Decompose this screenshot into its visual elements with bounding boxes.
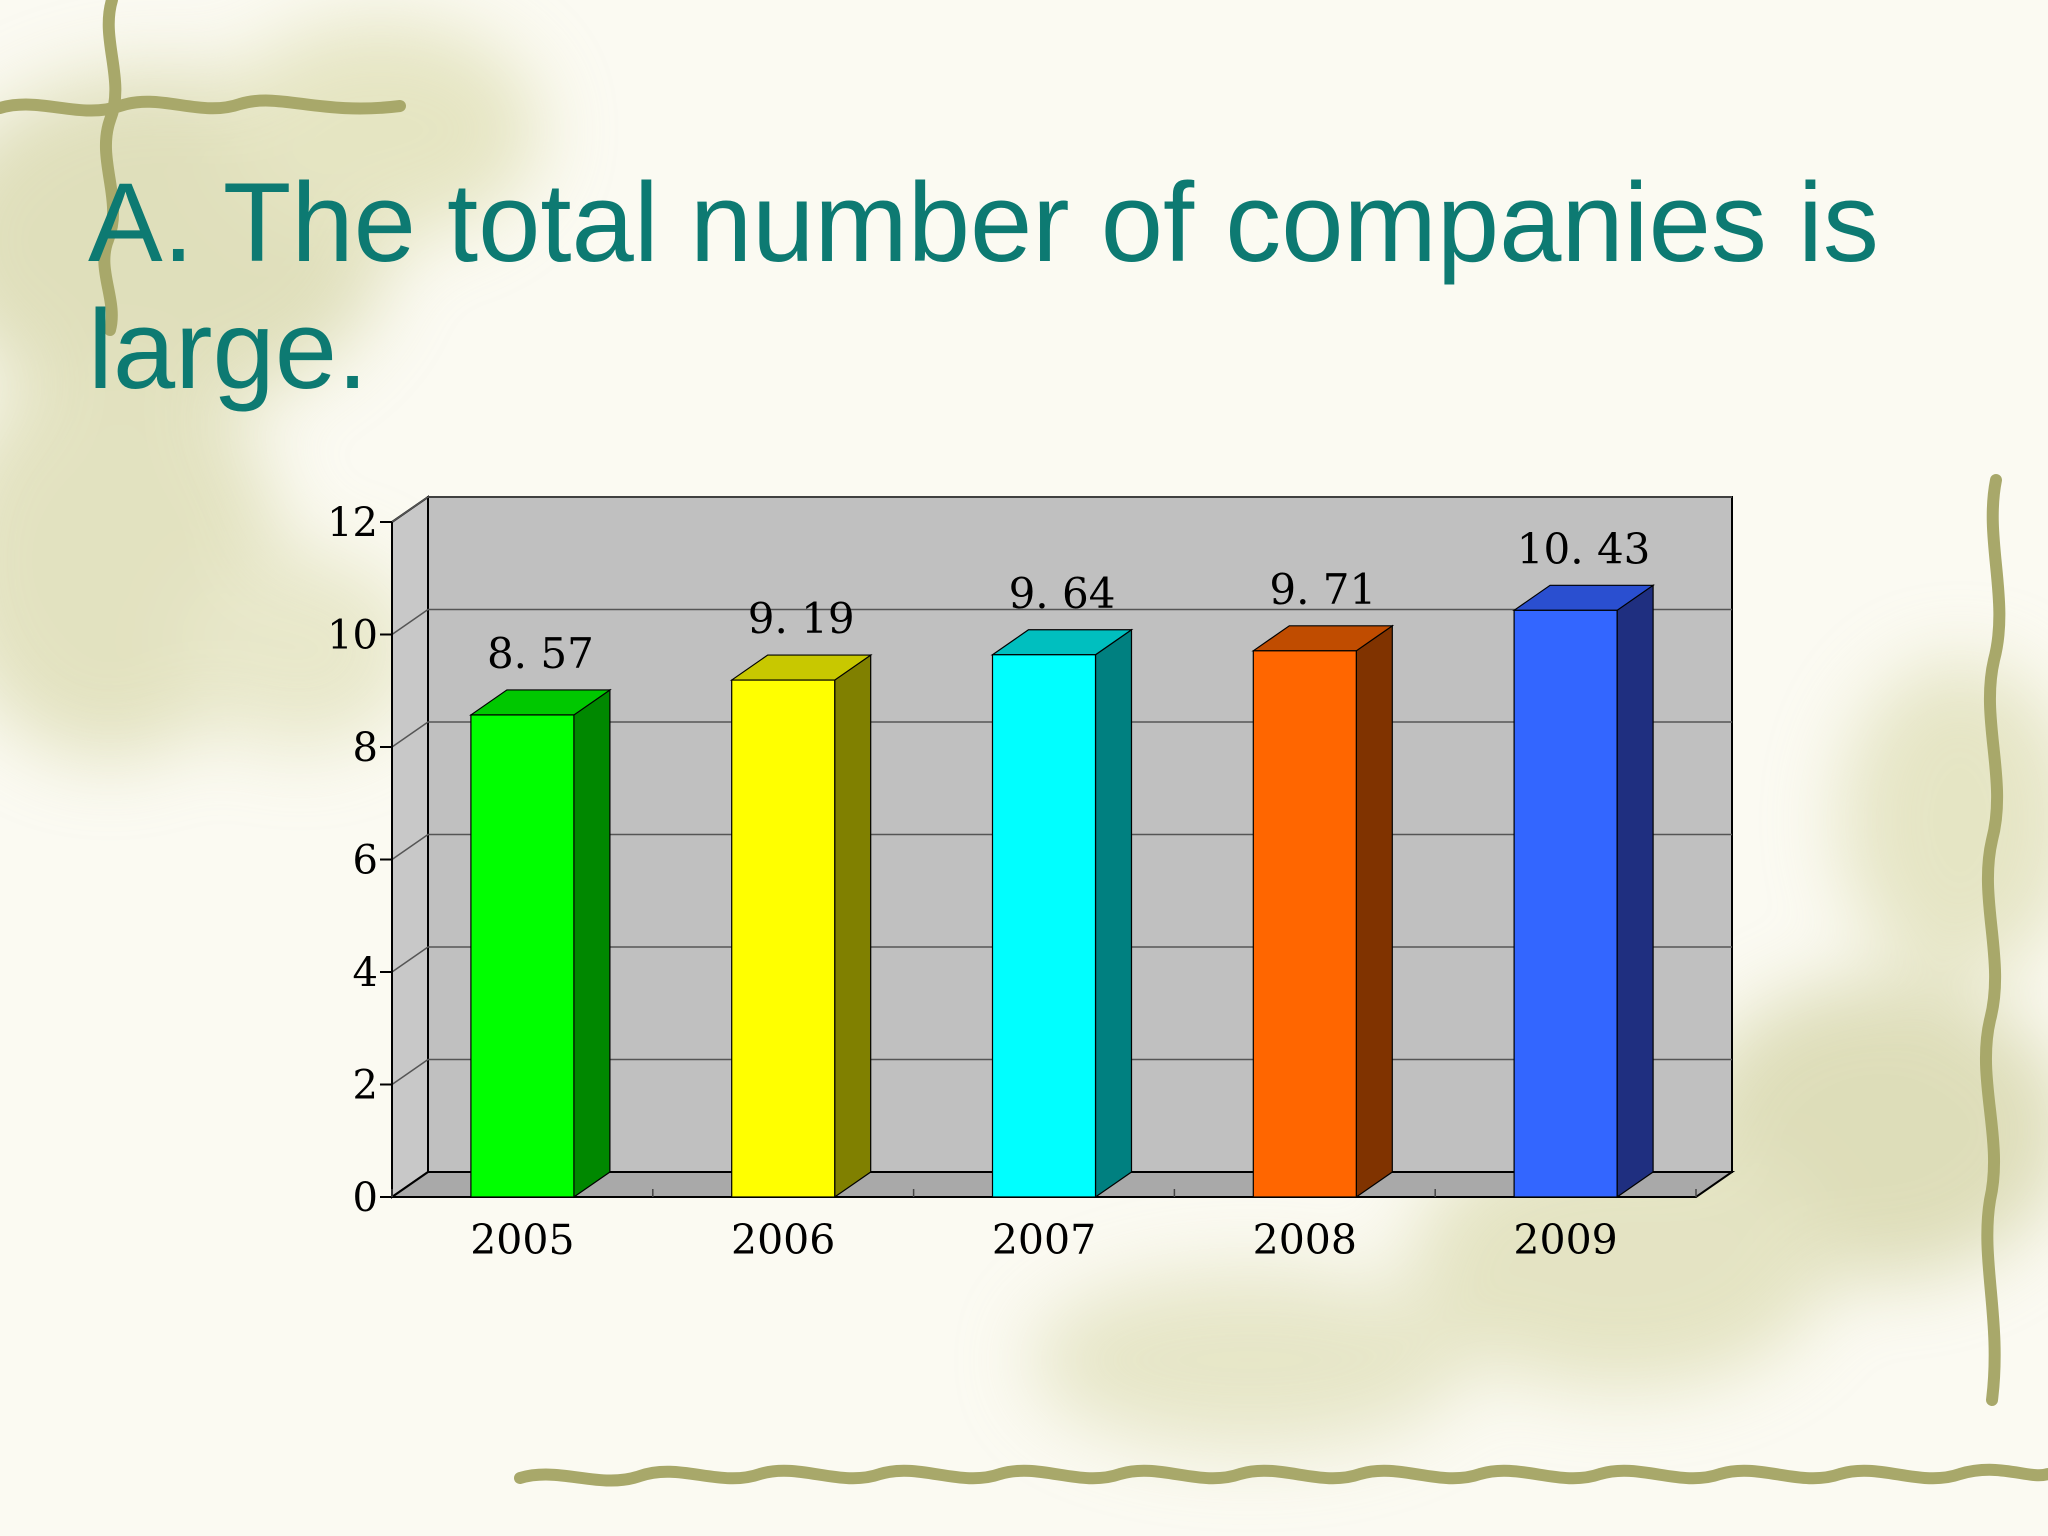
y-tick-label: 2 (353, 1063, 378, 1109)
chart-labels: 0 2 4 6 8 10 12 8. 57 2005 9. 19 2006 9. 64 2007 9. 7… (327, 500, 1650, 1264)
bar (1512, 584, 1656, 1199)
y-tick-label: 4 (353, 950, 378, 996)
x-tick-label: 2009 (1513, 1216, 1617, 1264)
bar-front (731, 679, 836, 1198)
vine-borders (0, 0, 2048, 1487)
data-label: 8. 57 (487, 629, 594, 678)
data-label: 9. 64 (1009, 569, 1116, 618)
bar-front (991, 654, 1097, 1198)
y-tick-label: 0 (353, 1175, 378, 1221)
y-tick-label: 10 (327, 613, 378, 659)
bar-side (1616, 584, 1654, 1199)
y-tick-label: 12 (327, 500, 378, 546)
slide-title: A. The total number of companies is larg… (88, 160, 1879, 412)
bar-front (470, 714, 575, 1198)
data-label: 10. 43 (1517, 524, 1651, 573)
x-tick-label: 2007 (992, 1216, 1096, 1264)
y-tick-label: 6 (353, 838, 378, 884)
bar (729, 653, 873, 1199)
x-tick-label: 2006 (731, 1216, 835, 1264)
bar (990, 628, 1134, 1199)
y-tick-label: 8 (353, 725, 378, 771)
bar (468, 688, 612, 1199)
bar (1251, 624, 1395, 1199)
gridline (391, 496, 1732, 523)
bar-side (834, 653, 872, 1199)
bar-front (1513, 609, 1618, 1198)
chart-bars (468, 584, 1656, 1199)
data-label: 9. 19 (748, 594, 855, 643)
x-tick-label: 2008 (1253, 1216, 1357, 1264)
bar-side (1094, 628, 1133, 1199)
gridline (391, 608, 1732, 636)
bar-side (573, 688, 611, 1199)
bar-front (1252, 650, 1357, 1198)
bar-side (1355, 624, 1393, 1199)
x-tick-label: 2005 (470, 1216, 574, 1264)
data-label: 9. 71 (1269, 565, 1376, 614)
